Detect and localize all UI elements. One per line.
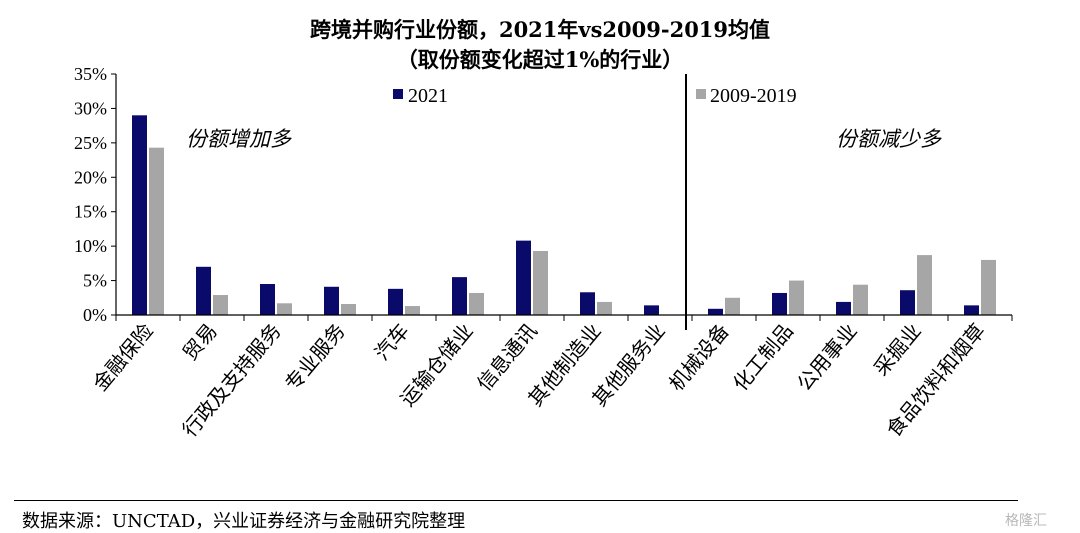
chart-title: 跨境并购行业份额，2021年vs2009-2019均值 — [309, 17, 771, 42]
bar-2021-信息通讯 — [516, 240, 531, 315]
x-tick-label: 专业服务 — [280, 319, 350, 396]
annotation-decrease: 份额减少多 — [836, 127, 942, 151]
x-tick-label: 机械设备 — [664, 319, 734, 396]
y-tick-label: 0% — [83, 305, 107, 325]
bar-2021-专业服务 — [324, 286, 339, 315]
legend-label-2021: 2021 — [408, 85, 448, 107]
bar-2009-2019-化工制品 — [789, 280, 804, 315]
bar-2021-其他服务业 — [644, 305, 659, 315]
bar-2009-2019-机械设备 — [725, 297, 740, 315]
bar-2009-2019-其他制造业 — [597, 301, 612, 315]
bar-2009-2019-金融保险 — [149, 147, 164, 315]
legend-swatch-2021 — [393, 89, 403, 99]
x-tick-label: 信息通讯 — [472, 319, 542, 396]
bar-2021-金融保险 — [132, 115, 147, 315]
source-note: 数据来源：UNCTAD，兴业证券经济与金融研究院整理 — [22, 511, 466, 532]
bar-2021-运输仓储业 — [452, 277, 467, 315]
legend-label-2009-2019: 2009-2019 — [710, 85, 797, 107]
bar-2021-行政及支持服务 — [260, 284, 275, 315]
bar-2009-2019-食品饮料和烟草 — [981, 259, 996, 315]
y-tick-label: 25% — [74, 133, 107, 153]
x-tick-label: 贸易 — [178, 319, 222, 365]
legend-swatch-2009-2019 — [696, 89, 706, 99]
watermark: 格隆汇 — [1005, 513, 1047, 529]
bar-2009-2019-汽车 — [405, 306, 420, 315]
x-tick-label: 化工制品 — [728, 319, 798, 396]
bar-2009-2019-信息通讯 — [533, 250, 548, 315]
y-tick-label: 10% — [74, 236, 107, 256]
bar-2021-采掘业 — [900, 290, 915, 315]
y-tick-label: 35% — [74, 64, 107, 84]
bar-2009-2019-行政及支持服务 — [277, 303, 292, 315]
bar-2009-2019-贸易 — [213, 295, 228, 315]
legend: 2021 2009-2019 — [393, 85, 797, 107]
chart-subtitle: （取份额变化超过1%的行业） — [396, 47, 684, 72]
bar-2009-2019-专业服务 — [341, 303, 356, 315]
y-tick-label: 20% — [74, 167, 107, 187]
bar-chart: 0%5%10%15%20%25%30%35%金融保险 贸易行政及支持服务专业服务汽… — [74, 64, 1013, 441]
y-tick-label: 5% — [83, 271, 107, 291]
bar-2009-2019-公用事业 — [853, 284, 868, 315]
x-tick-label: 汽车 — [370, 319, 414, 365]
bar-2021-其他制造业 — [580, 292, 595, 315]
bar-2021-公用事业 — [836, 301, 851, 315]
y-tick-label: 15% — [74, 202, 107, 222]
x-tick-label: 金融保险 — [88, 319, 158, 396]
footer-rule — [14, 500, 1018, 501]
x-tick-label: 采掘业 — [869, 319, 926, 380]
x-tick-label: 公用事业 — [792, 319, 862, 396]
bar-2021-汽车 — [388, 288, 403, 315]
bar-2009-2019-采掘业 — [917, 255, 932, 315]
bar-2021-食品饮料和烟草 — [964, 305, 979, 315]
y-tick-label: 30% — [74, 98, 107, 118]
bar-2021-机械设备 — [708, 308, 723, 315]
bar-2021-化工制品 — [772, 292, 787, 315]
annotation-increase: 份额增加多 — [186, 127, 292, 151]
bar-2009-2019-运输仓储业 — [469, 292, 484, 315]
bar-2021-贸易 — [196, 266, 211, 315]
